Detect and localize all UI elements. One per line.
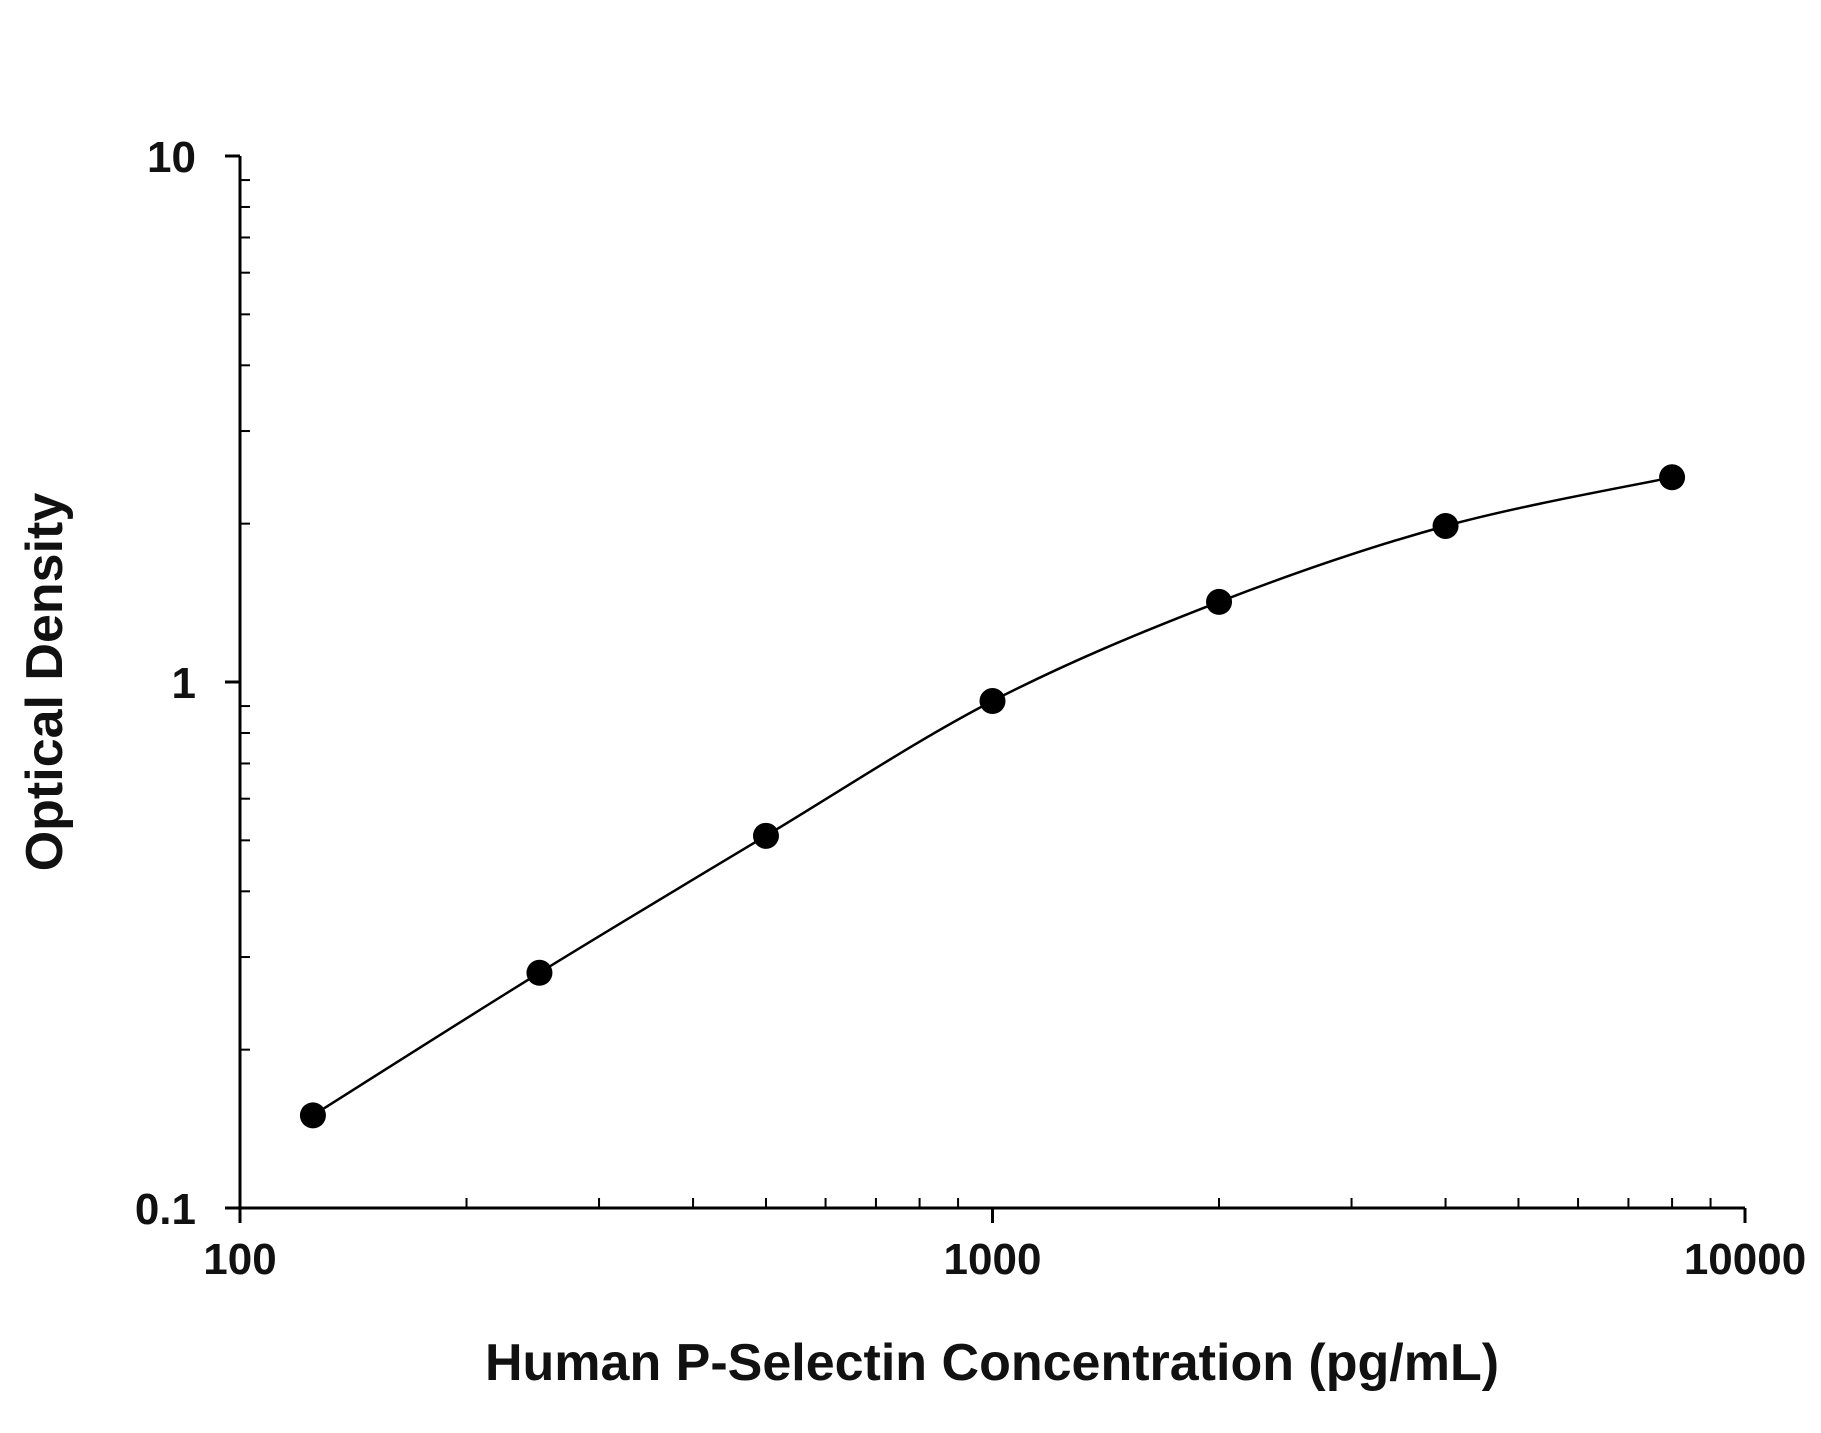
data-points — [299, 464, 1686, 1129]
data-point — [299, 1102, 326, 1129]
data-point — [1206, 588, 1233, 615]
data-point — [979, 688, 1006, 715]
data-point — [1432, 512, 1459, 539]
y-tick-labels: 0.1 1 10 — [135, 133, 196, 1234]
major-ticks — [225, 154, 1747, 1223]
x-tick-label: 100 — [203, 1235, 276, 1284]
data-point — [526, 959, 553, 986]
fit-curve — [312, 476, 1673, 1117]
x-tick-label: 10000 — [1684, 1235, 1806, 1284]
minor-ticks — [240, 179, 1712, 1208]
y-tick-label: 0.1 — [135, 1185, 196, 1234]
y-tick-label: 1 — [172, 659, 196, 708]
y-axis-title: Optical Density — [16, 493, 74, 872]
x-axis-title: Human P-Selectin Concentration (pg/mL) — [485, 1334, 1499, 1392]
data-point — [1659, 464, 1686, 491]
data-point — [752, 822, 779, 849]
y-tick-label: 10 — [147, 133, 196, 182]
x-tick-labels: 100 1000 10000 — [203, 1235, 1806, 1284]
x-tick-label: 1000 — [944, 1235, 1042, 1284]
